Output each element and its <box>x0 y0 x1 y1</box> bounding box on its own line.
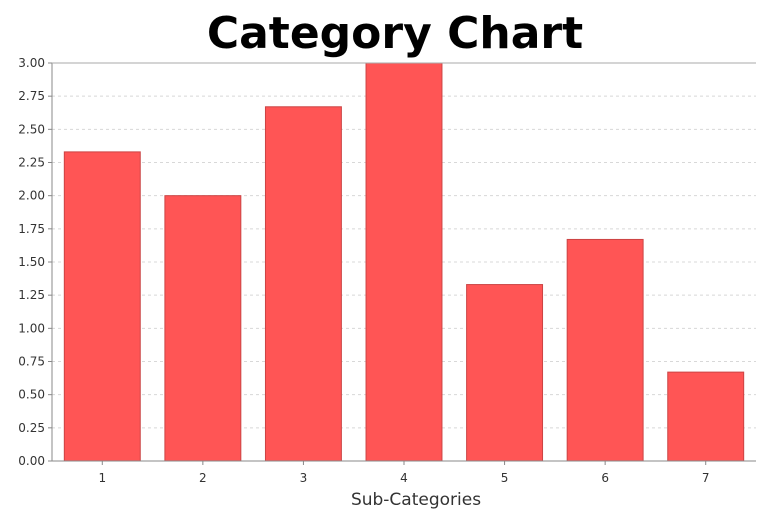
y-tick-label: 0.00 <box>18 454 45 468</box>
x-axis-label: Sub-Categories <box>351 490 481 510</box>
bar <box>164 195 242 462</box>
bar <box>63 151 141 462</box>
y-tick-label: 1.75 <box>18 222 45 236</box>
x-tick-label: 4 <box>400 471 408 485</box>
y-tick-label: 1.25 <box>18 288 45 302</box>
x-tick-label: 5 <box>501 471 509 485</box>
y-tick-label: 0.50 <box>18 388 45 402</box>
bar <box>566 238 644 462</box>
x-tick-label: 1 <box>98 471 106 485</box>
y-tick-label: 2.25 <box>18 156 45 170</box>
x-tick-label: 6 <box>601 471 609 485</box>
bar <box>365 62 443 462</box>
x-tick-label: 2 <box>199 471 207 485</box>
y-tick-label: 2.75 <box>18 89 45 103</box>
y-tick-label: 0.25 <box>18 421 45 435</box>
bar <box>264 106 342 462</box>
x-tick-label: 3 <box>300 471 308 485</box>
x-tick-label: 7 <box>702 471 710 485</box>
x-axis-ticks: 1 2 3 4 5 6 7 <box>98 461 710 485</box>
y-tick-label: 1.50 <box>18 255 45 269</box>
y-tick-label: 2.00 <box>18 189 45 203</box>
bars <box>63 62 745 462</box>
bar <box>667 371 745 462</box>
y-tick-label: 1.00 <box>18 321 45 335</box>
y-tick-label: 0.75 <box>18 355 45 369</box>
y-tick-label: 3.00 <box>18 56 45 70</box>
y-axis-ticks: 0.00 0.25 0.50 0.75 1.00 1.25 1.50 1.75 2.00 2.25… <box>18 56 52 468</box>
y-tick-label: 2.50 <box>18 122 45 136</box>
chart-title: Category Chart <box>207 8 583 59</box>
bar <box>466 284 544 462</box>
